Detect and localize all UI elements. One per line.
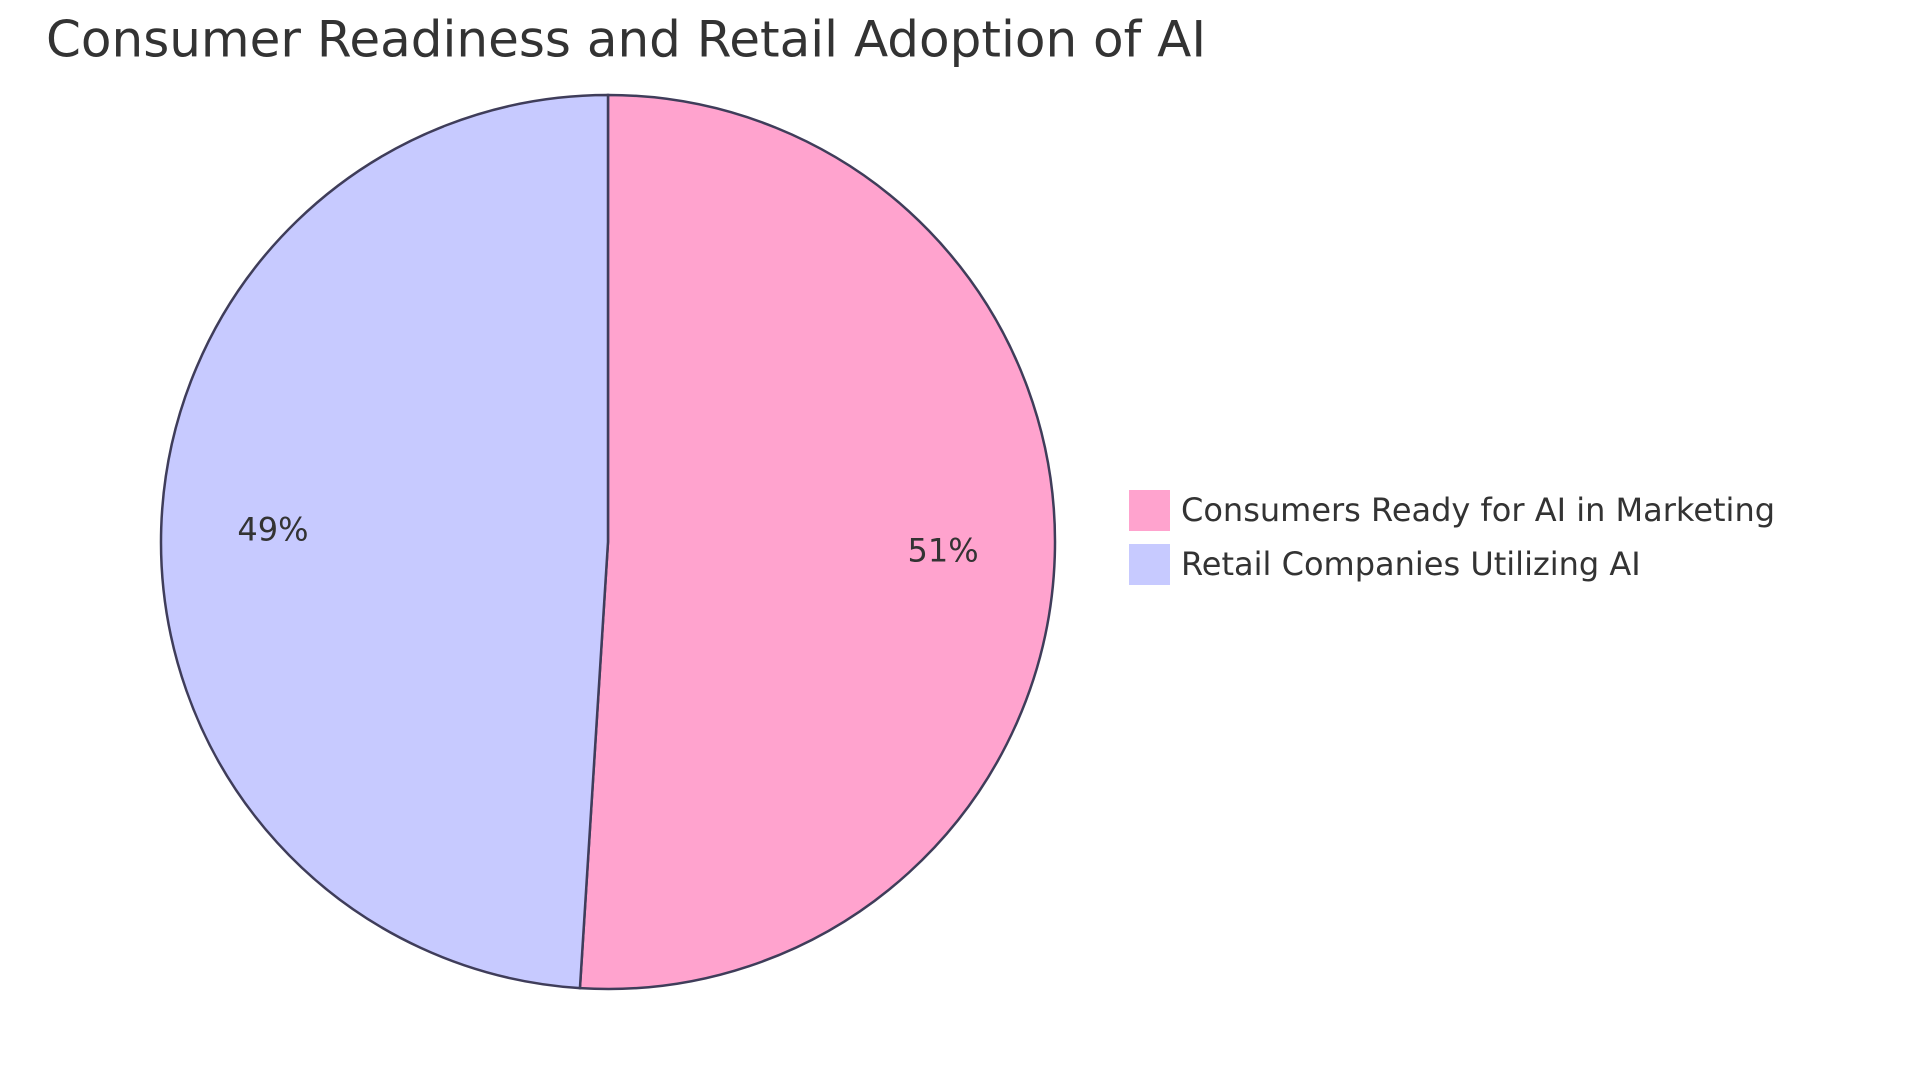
pie-slice: [578, 93, 1057, 991]
slice-label: 49%: [237, 510, 308, 548]
legend-label: Retail Companies Utilizing AI: [1181, 545, 1641, 583]
chart-title: Consumer Readiness and Retail Adoption o…: [46, 11, 1206, 69]
pie-slice: [159, 93, 610, 990]
slice-label: 51%: [908, 532, 979, 570]
legend-label: Consumers Ready for AI in Marketing: [1181, 491, 1775, 529]
legend-swatch: [1127, 488, 1172, 533]
legend-swatch: [1127, 542, 1172, 587]
